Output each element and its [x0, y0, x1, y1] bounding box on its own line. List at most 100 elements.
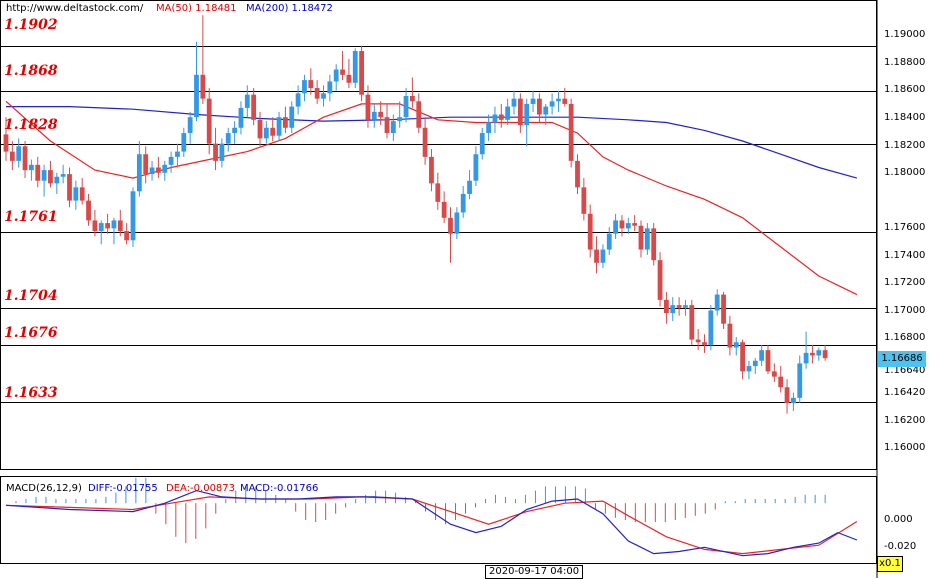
candle-body: [524, 103, 530, 126]
candle-body: [708, 310, 714, 345]
candle-body: [206, 98, 212, 144]
candle-body: [759, 350, 765, 361]
candle-body: [689, 305, 695, 340]
candle-body: [797, 363, 803, 398]
candle-body: [784, 387, 790, 404]
candle-body: [460, 193, 466, 213]
candle-body: [130, 191, 136, 241]
candle-body: [619, 220, 625, 229]
candle-body: [543, 106, 549, 115]
candle-body: [727, 323, 733, 348]
candle-body: [384, 117, 390, 134]
candle-body: [625, 223, 631, 229]
candle-body: [613, 220, 618, 234]
candle-body: [511, 98, 517, 107]
candle-body: [346, 74, 352, 83]
candle-body: [73, 187, 79, 201]
y-tick: 1.18200: [884, 140, 926, 151]
candle-body: [778, 376, 784, 388]
candle-body: [746, 366, 752, 372]
candle-body: [225, 133, 231, 144]
candle-body: [54, 176, 60, 184]
site-url[interactable]: http://www.deltastock.com/: [6, 3, 144, 14]
candle-body: [479, 133, 485, 155]
level-label-3: 1.1828: [4, 117, 58, 133]
candle-body: [378, 111, 384, 118]
macd-params: MACD(26,12,9): [6, 483, 82, 494]
candle-body: [105, 223, 110, 229]
candle-body: [67, 174, 72, 201]
candle-body: [365, 94, 371, 120]
candle-body: [168, 156, 174, 165]
candle-body: [162, 164, 168, 173]
candle-body: [390, 121, 396, 134]
candle-body: [651, 228, 657, 261]
level-lines: [0, 46, 877, 403]
candle-body: [371, 111, 377, 120]
candles: [3, 15, 828, 414]
candle-body: [568, 103, 574, 161]
candle-body: [505, 106, 511, 120]
candle-body: [22, 146, 28, 171]
candle-body: [9, 151, 15, 161]
y-tick: 1.16200: [884, 415, 926, 426]
candle-body: [263, 127, 269, 139]
candle-body: [98, 223, 104, 232]
macd-dea-line: [5, 496, 858, 555]
crosshair-date-label: 2020-09-17 04:00: [485, 565, 584, 579]
candle-body: [314, 88, 320, 99]
candle-body: [60, 174, 66, 177]
candle-body: [251, 94, 257, 120]
candle-body: [213, 143, 218, 161]
y-tick: 1.17400: [884, 250, 926, 261]
candle-body: [416, 101, 422, 128]
candle-body: [657, 260, 663, 300]
candle-body: [410, 95, 415, 102]
candle-body: [771, 371, 777, 377]
y-tick: 1.16640: [884, 365, 926, 376]
candle-body: [359, 50, 364, 95]
candle-body: [238, 107, 244, 128]
candle-body: [219, 143, 225, 161]
y-tick: 1.16000: [884, 442, 926, 453]
candle-body: [695, 339, 701, 343]
candle-body: [41, 170, 47, 181]
candle-body: [149, 167, 155, 175]
candle-body: [644, 228, 650, 250]
candle-body: [683, 305, 688, 308]
candle-body: [295, 93, 301, 107]
candle-body: [194, 74, 199, 118]
candle-body: [29, 164, 34, 171]
candle-body: [816, 350, 822, 356]
macd-dea-legend: DEA:-0.00873: [166, 483, 236, 494]
candle-body: [156, 167, 161, 173]
y-tick: 1.18800: [884, 57, 926, 68]
candle-body: [670, 305, 676, 314]
candle-body: [562, 98, 568, 104]
macd-diff-line: [5, 489, 858, 557]
y-tick: 1.16800: [884, 332, 926, 343]
candle-body: [473, 154, 479, 181]
candle-body: [752, 360, 758, 367]
candle-body: [48, 170, 53, 184]
candle-body: [581, 187, 587, 214]
candle-body: [810, 352, 815, 356]
candle-body: [467, 180, 472, 194]
candle-body: [175, 151, 180, 157]
candle-body: [187, 117, 193, 134]
candle-body: [537, 98, 542, 115]
level-label-4: 1.1761: [4, 209, 58, 225]
zoom-button[interactable]: x0.1: [877, 556, 903, 572]
y-tick: 1.16420: [884, 387, 926, 398]
candle-body: [79, 187, 85, 201]
candle-body: [575, 160, 580, 188]
candle-body: [111, 220, 117, 229]
y-tick: 1.17200: [884, 277, 926, 288]
level-label-7: 1.1633: [4, 385, 58, 401]
y-tick: 1.18600: [884, 84, 926, 95]
candle-body: [454, 212, 460, 234]
candle-body: [664, 299, 669, 314]
candle-body: [352, 50, 358, 83]
candle-body: [714, 294, 720, 311]
